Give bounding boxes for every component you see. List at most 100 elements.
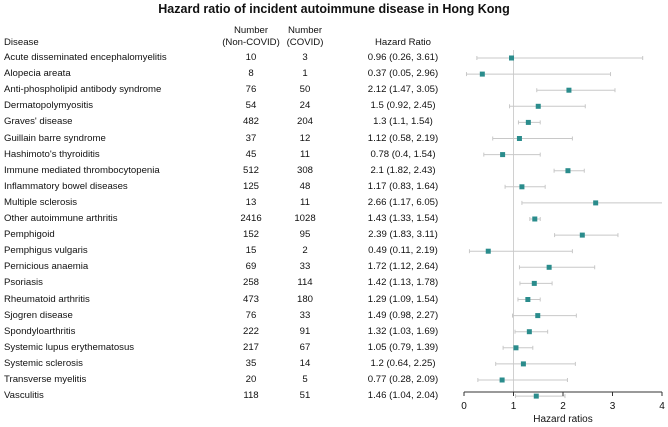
non-covid-count: 45 <box>245 148 257 160</box>
disease-label: Systemic lupus erythematosus <box>4 341 135 353</box>
hazard-ratio-text: 2.1 (1.82, 2.43) <box>370 164 436 176</box>
hazard-ratio-text: 2.12 (1.47, 3.05) <box>367 84 439 96</box>
disease-label: Psoriasis <box>4 277 43 289</box>
disease-label: Dermatopolymyositis <box>4 100 94 112</box>
hazard-ratio-point <box>519 184 525 190</box>
header-disease: Disease <box>4 37 39 48</box>
disease-label: Spondyloarthritis <box>4 325 76 337</box>
non-covid-count: 37 <box>245 132 257 144</box>
covid-count: 48 <box>299 180 311 192</box>
non-covid-count: 8 <box>248 68 254 80</box>
covid-count: 5 <box>302 374 308 385</box>
hazard-ratio-point <box>525 297 531 302</box>
disease-label: Rheumatoid arthritis <box>4 293 90 305</box>
disease-label: Anti-phospholipid antibody syndrome <box>4 84 162 96</box>
non-covid-count: 118 <box>243 390 259 402</box>
covid-count: 1028 <box>294 213 316 224</box>
covid-count: 308 <box>296 164 313 176</box>
disease-label: Pemphigus vulgaris <box>4 245 88 257</box>
hazard-ratio-point <box>532 216 538 222</box>
hazard-ratio-point <box>525 119 531 125</box>
covid-count: 3 <box>302 52 308 63</box>
covid-count: 180 <box>296 293 313 305</box>
hazard-ratio-point <box>535 103 541 109</box>
hazard-ratio-text: 0.96 (0.26, 3.61) <box>367 52 439 63</box>
non-covid-count: 76 <box>245 84 257 96</box>
hazard-ratio-point <box>566 87 572 93</box>
disease-label: Multiple sclerosis <box>4 196 78 208</box>
non-covid-count: 54 <box>245 100 257 112</box>
hazard-ratio-text: 2.39 (1.83, 3.11) <box>368 229 438 241</box>
disease-label: Guillain barre syndrome <box>4 132 106 144</box>
hazard-ratio-text: 1.2 (0.64, 2.25) <box>370 357 436 369</box>
hazard-ratio-text: 2.66 (1.17, 6.05) <box>367 196 439 208</box>
disease-label: Pernicious anaemia <box>4 261 89 273</box>
covid-count: 91 <box>299 325 311 337</box>
x-tick-label: 0 <box>461 401 467 412</box>
hazard-ratio-point <box>499 377 505 383</box>
non-covid-count: 10 <box>245 52 257 63</box>
non-covid-count: 512 <box>242 164 259 176</box>
disease-label: Hashimoto's thyroiditis <box>4 148 100 160</box>
non-covid-count: 2416 <box>240 213 262 224</box>
hazard-ratio-point <box>509 55 515 61</box>
non-covid-count: 69 <box>245 261 257 273</box>
covid-count: 1 <box>302 68 308 80</box>
hazard-ratio-text: 1.12 (0.58, 2.19) <box>367 132 439 144</box>
hazard-ratio-point <box>520 361 526 367</box>
hazard-ratio-text: 1.49 (0.98, 2.27) <box>367 309 439 321</box>
disease-label: Alopecia areata <box>4 68 71 80</box>
disease-label: Graves' disease <box>4 116 73 128</box>
hazard-ratio-text: 1.46 (1.04, 2.04) <box>367 390 439 402</box>
disease-label: Transverse myelitis <box>4 374 87 385</box>
hazard-ratio-point <box>479 71 485 77</box>
hazard-ratio-text: 0.78 (0.4, 1.54) <box>370 148 436 160</box>
hazard-ratio-point <box>526 329 532 335</box>
disease-label: Acute disseminated encephalomyelitis <box>4 52 167 63</box>
hazard-ratio-point <box>535 313 541 319</box>
covid-count: 67 <box>299 341 311 353</box>
chart-title: Hazard ratio of incident autoimmune dise… <box>158 2 510 16</box>
covid-count: 33 <box>299 261 311 273</box>
hazard-ratio-text: 1.17 (0.83, 1.64) <box>367 180 439 192</box>
non-covid-count: 258 <box>242 277 259 289</box>
x-tick-label: 1 <box>511 401 517 412</box>
hazard-ratio-text: 1.72 (1.12, 2.64) <box>367 261 439 273</box>
hazard-ratio-text: 1.05 (0.79, 1.39) <box>367 341 439 353</box>
covid-count: 114 <box>297 277 313 289</box>
hazard-ratio-text: 1.29 (1.09, 1.54) <box>367 293 439 305</box>
non-covid-count: 13 <box>245 196 257 208</box>
non-covid-count: 473 <box>242 293 259 305</box>
header-non-covid: Number (Non-COVID) <box>222 25 280 48</box>
non-covid-count: 152 <box>242 229 259 241</box>
hazard-ratio-text: 1.5 (0.92, 2.45) <box>370 100 436 112</box>
covid-count: 95 <box>299 229 311 241</box>
non-covid-count: 125 <box>242 180 259 192</box>
hazard-ratio-point <box>513 345 519 351</box>
header-covid: Number (COVID) <box>286 25 324 48</box>
covid-count: 50 <box>299 84 311 96</box>
hazard-ratio-text: 0.37 (0.05, 2.96) <box>367 68 439 80</box>
header-hazard-ratio: Hazard Ratio <box>375 37 431 48</box>
covid-count: 14 <box>299 357 311 369</box>
disease-label: Inflammatory bowel diseases <box>4 180 128 192</box>
hazard-ratio-point <box>500 152 506 158</box>
covid-count: 24 <box>299 100 311 112</box>
covid-count: 51 <box>299 390 311 402</box>
hazard-ratio-point <box>531 280 537 286</box>
covid-count: 12 <box>299 132 311 144</box>
disease-label: Sjogren disease <box>4 309 73 321</box>
hazard-ratio-text: 1.3 (1.1, 1.54) <box>373 116 433 128</box>
x-tick-label: 3 <box>610 401 616 412</box>
hazard-ratio-point <box>533 393 539 399</box>
non-covid-count: 15 <box>245 245 257 257</box>
hazard-ratio-point <box>593 200 599 206</box>
hazard-ratio-text: 1.42 (1.13, 1.78) <box>367 277 439 289</box>
non-covid-count: 482 <box>242 116 259 128</box>
non-covid-count: 20 <box>245 374 257 385</box>
covid-count: 33 <box>299 309 311 321</box>
hazard-ratio-text: 0.49 (0.11, 2.19) <box>368 245 438 257</box>
x-tick-label: 2 <box>560 401 566 412</box>
hazard-ratio-point <box>546 264 552 270</box>
